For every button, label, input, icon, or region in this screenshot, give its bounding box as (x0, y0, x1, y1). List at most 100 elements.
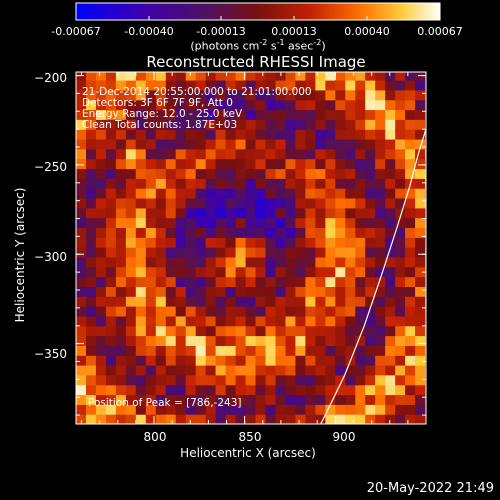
heatmap-cell (95, 414, 107, 424)
heatmap-cell (86, 158, 97, 170)
heatmap-cell (145, 355, 157, 366)
heatmap-cell (345, 237, 356, 248)
heatmap-cell (335, 109, 346, 120)
heatmap-cell (185, 72, 197, 81)
heatmap-cell (205, 345, 217, 356)
heatmap-cell (265, 404, 277, 415)
colorbar (75, 2, 441, 21)
heatmap-cell (145, 404, 157, 415)
heatmap-cell (425, 247, 426, 258)
heatmap-cell (135, 286, 147, 297)
heatmap-cell (265, 188, 277, 199)
heatmap-cell (195, 365, 207, 376)
heatmap-cell (195, 247, 207, 258)
heatmap-cell (165, 315, 177, 327)
heatmap-cell (265, 168, 277, 179)
heatmap-cell (275, 119, 287, 130)
heatmap-cell (215, 207, 227, 219)
heatmap-cell (315, 178, 326, 189)
heatmap-cell (425, 207, 426, 219)
heatmap-cell (335, 335, 346, 346)
heatmap-cell (345, 247, 356, 258)
heatmap-cell (335, 365, 346, 376)
heatmap-cell (285, 80, 297, 91)
heatmap-cell (125, 119, 137, 130)
heatmap-cell (265, 315, 277, 327)
heatmap-cell (375, 256, 386, 268)
heatmap-cell (415, 365, 426, 376)
heatmap-cell (285, 345, 297, 356)
heatmap-cell (215, 72, 227, 81)
heatmap-cell (76, 227, 87, 238)
heatmap-cell (365, 99, 376, 111)
heatmap-cell (325, 227, 336, 238)
heatmap-cell (235, 335, 247, 346)
heatmap-cell (245, 168, 257, 179)
heatmap-cell (95, 168, 107, 179)
heatmap-cell (155, 168, 167, 179)
heatmap-cell (305, 129, 316, 140)
heatmap-cell (375, 89, 386, 101)
heatmap-cell (305, 276, 316, 287)
heatmap-cell (115, 178, 127, 189)
heatmap-cell (195, 345, 207, 356)
heatmap-cell (185, 365, 197, 376)
heatmap-cell (405, 394, 416, 405)
heatmap-cell (325, 109, 336, 120)
heatmap-cell (275, 129, 287, 140)
heatmap-cell (395, 306, 406, 317)
heatmap-cell (265, 345, 277, 356)
heatmap-cell (425, 129, 426, 140)
heatmap-cell (165, 198, 177, 209)
heatmap-cell (76, 286, 87, 297)
heatmap-cell (355, 99, 366, 111)
heatmap-cell (225, 89, 237, 101)
heatmap-cell (125, 355, 137, 366)
heatmap-cell (145, 178, 157, 189)
heatmap-cell (165, 168, 177, 179)
heatmap-cell (395, 168, 406, 179)
heatmap-cell (395, 374, 406, 386)
heatmap-cell (86, 178, 97, 189)
heatmap-cell (425, 168, 426, 179)
heatmap-cell (355, 80, 366, 91)
heatmap-cell (135, 256, 147, 268)
heatmap-cell (135, 227, 147, 238)
heatmap-cell (345, 266, 356, 278)
heatmap-cell (355, 374, 366, 386)
heatmap-cell (245, 306, 257, 317)
heatmap-cell (365, 276, 376, 287)
heatmap-cell (86, 217, 97, 228)
heatmap-cell (265, 80, 277, 91)
heatmap-cell (125, 237, 137, 248)
heatmap-cell (76, 168, 87, 179)
heatmap-cell (76, 148, 87, 160)
heatmap-cell (385, 99, 396, 111)
heatmap-cell (86, 148, 97, 160)
heatmap-cell (305, 335, 316, 346)
heatmap-cell (185, 168, 197, 179)
heatmap-cell (305, 198, 316, 209)
heatmap-cell (235, 384, 247, 396)
heatmap-cell (105, 198, 117, 209)
heatmap-cell (76, 384, 87, 396)
heatmap-cell (195, 168, 207, 179)
heatmap-cell (145, 325, 157, 337)
heatmap-cell (165, 80, 177, 91)
heatmap-cell (285, 384, 297, 396)
heatmap-cell (155, 296, 167, 307)
heatmap-cell (205, 286, 217, 297)
heatmap-cell (255, 198, 267, 209)
heatmap-cell (195, 198, 207, 209)
y-axis-label: Heliocentric Y (arcsec) (13, 187, 27, 323)
heatmap-cell (375, 178, 386, 189)
heatmap-cell (225, 266, 237, 278)
heatmap-cell (165, 139, 177, 150)
heatmap-cell (225, 168, 237, 179)
heatmap-cell (345, 129, 356, 140)
peak-position-label: Position of Peak = [786,-243] (88, 397, 242, 409)
heatmap-cell (395, 217, 406, 228)
heatmap-cell (95, 109, 107, 120)
heatmap-cell (245, 178, 257, 189)
heatmap-cell (155, 414, 167, 424)
